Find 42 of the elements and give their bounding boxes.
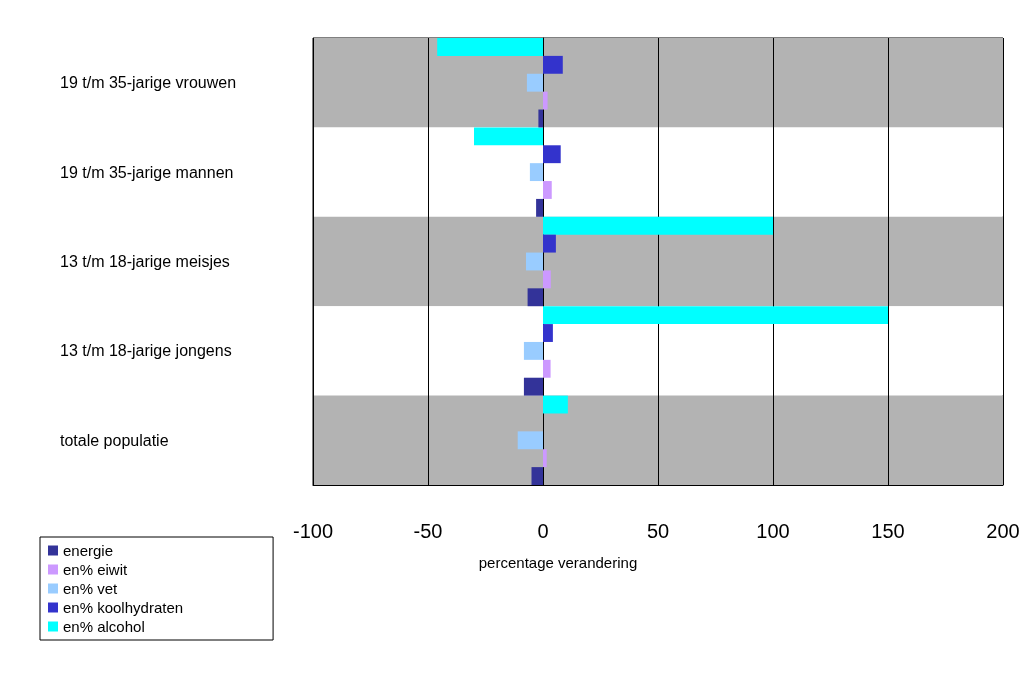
x-tick-label: -50 [413, 520, 443, 542]
bar [523, 377, 543, 396]
x-tick-label: 150 [871, 520, 905, 542]
bar [527, 288, 543, 307]
legend-label: en% koolhydraten [63, 599, 184, 616]
x-tick-label: 100 [756, 520, 790, 542]
bar [536, 198, 543, 217]
bar [543, 181, 552, 199]
legend-label: en% vet [63, 580, 119, 597]
x-tick-label: 0 [537, 520, 549, 542]
bar [543, 306, 888, 325]
legend-label: en% alcohol [63, 618, 145, 635]
y-tick-label: 19 t/m 35-jarige vrouwen [60, 74, 237, 92]
bar [543, 449, 547, 468]
y-tick-label: 13 t/m 18-jarige jongens [60, 342, 232, 360]
bar [543, 395, 568, 414]
bar [526, 73, 543, 92]
bar [543, 324, 553, 342]
y-tick-label: 19 t/m 35-jarige mannen [60, 163, 234, 181]
x-tick-label: -100 [292, 520, 334, 542]
bar [523, 341, 543, 360]
bar [543, 216, 773, 235]
x-tick-label: 200 [986, 520, 1020, 542]
legend-label: en% eiwit [63, 561, 129, 578]
bar [538, 109, 543, 128]
y-tick-label: 13 t/m 18-jarige meisjes [60, 253, 230, 270]
bar [531, 467, 543, 485]
bar [543, 145, 561, 164]
bar [437, 38, 543, 56]
bar [543, 55, 563, 74]
bar [543, 91, 548, 110]
bar [474, 127, 543, 146]
bar [525, 252, 543, 271]
bar [543, 359, 551, 378]
x-tick-label: 50 [646, 520, 670, 542]
legend-label: energie [63, 542, 114, 559]
y-tick-label: totale populatie [60, 431, 169, 449]
x-axis-title: percentage verandering [478, 554, 638, 571]
bar [517, 431, 543, 450]
bar [543, 234, 556, 253]
bar [529, 163, 543, 182]
bar [543, 270, 551, 289]
